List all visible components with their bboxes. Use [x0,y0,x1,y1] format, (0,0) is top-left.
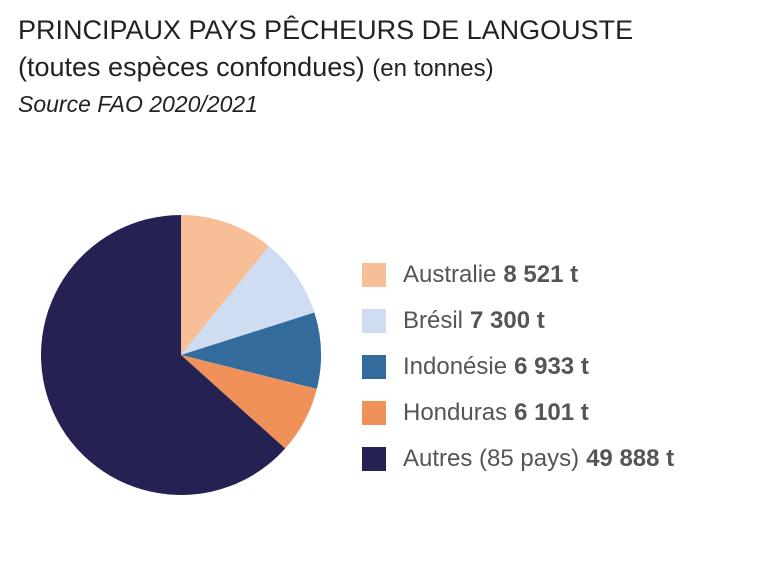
legend-item: Australie 8 521 t [362,252,674,298]
legend-item: Brésil 7 300 t [362,298,674,344]
legend-label: Brésil [403,307,464,334]
chart-header: PRINCIPAUX PAYS PÊCHEURS DE LANGOUSTE (t… [18,12,633,121]
pie-slice-honduras [181,355,317,449]
pie-slice-indon-sie [181,312,321,389]
legend-value: 6 101 t [514,399,589,426]
chart-title: PRINCIPAUX PAYS PÊCHEURS DE LANGOUSTE [18,15,634,45]
legend-value: 49 888 t [586,445,675,472]
legend-swatch [362,263,386,287]
legend-label: Australie [403,261,497,288]
legend-item: Autres (85 pays) 49 888 t [362,436,674,482]
subtitle-text: (toutes espèces confondues) [18,52,365,82]
legend-value: 8 521 t [503,261,579,288]
legend-value: 6 933 t [514,353,589,380]
unit-text: (en tonnes) [372,55,494,82]
legend-swatch [362,309,386,333]
legend-swatch [362,355,386,379]
legend-label: Autres (85 pays) [403,445,580,472]
legend-label: Indonésie [403,353,508,380]
legend-item: Honduras 6 101 t [362,390,674,436]
legend-swatch [362,401,386,425]
pie-slice-australie [181,215,270,355]
legend-item: Indonésie 6 933 t [362,344,674,390]
pie-slice-autres-85-pays [41,215,286,495]
chart-subtitle: (toutes espèces confondues) (en tonnes) [18,49,633,87]
source-text: Source FAO 2020/2021 [18,91,258,117]
legend-value: 7 300 t [470,307,545,334]
legend-swatch [362,447,386,471]
legend-label: Honduras [403,399,508,426]
chart-legend: Australie 8 521 t Brésil 7 300 t Indonésie 6 … [362,252,674,482]
pie-slice-br-sil [181,246,315,355]
